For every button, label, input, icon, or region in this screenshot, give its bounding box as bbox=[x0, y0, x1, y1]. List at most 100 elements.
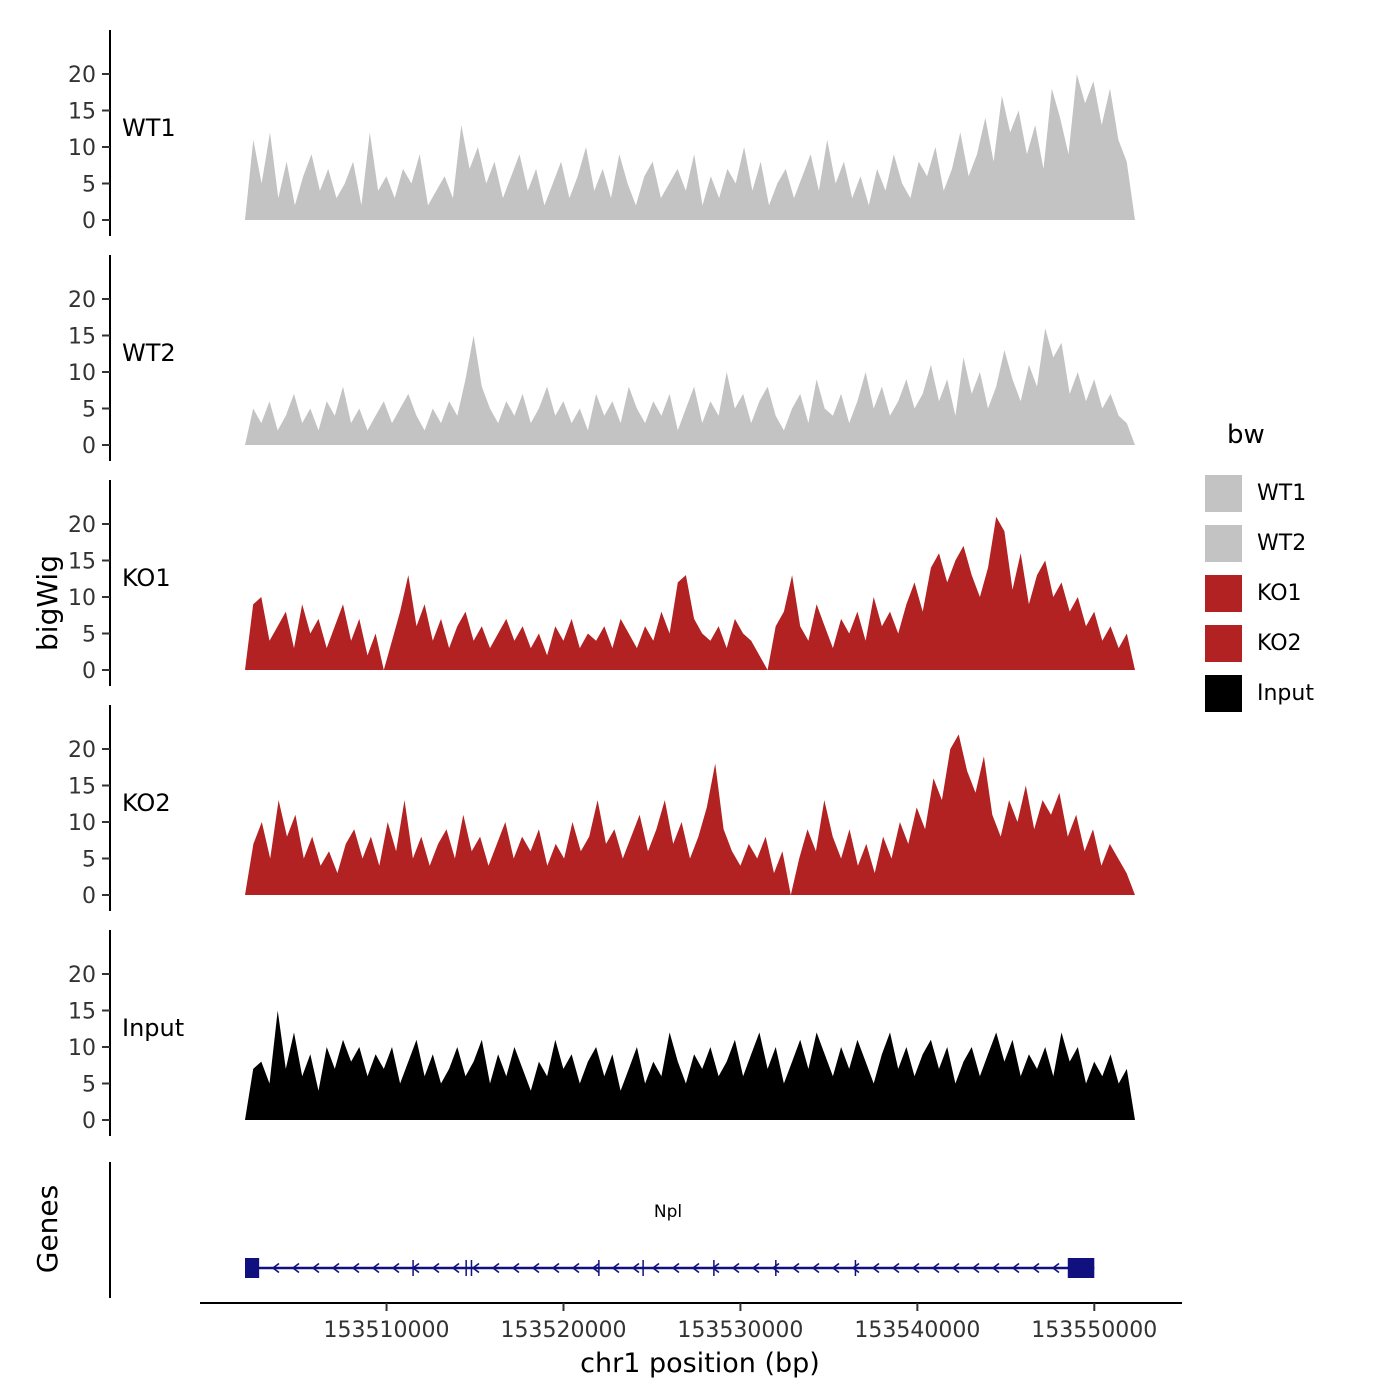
gene-utr-block bbox=[245, 1258, 260, 1278]
legend-swatch bbox=[1205, 474, 1242, 512]
gene-strand-arrow-left bbox=[891, 1262, 900, 1274]
gene-strand-arrow-left bbox=[991, 1262, 1000, 1274]
track-panel-ko1: 0 5 10 15 20 bbox=[68, 480, 1135, 686]
gene-strand-arrow-left bbox=[731, 1262, 740, 1274]
gene-strand-arrow-left bbox=[331, 1262, 340, 1274]
y-tick-label: 10 bbox=[68, 586, 96, 611]
y-tick-label: 5 bbox=[82, 623, 96, 648]
gene-strand-arrow-left bbox=[491, 1262, 500, 1274]
gene-strand-arrow-left bbox=[611, 1262, 620, 1274]
y-tick-label: 10 bbox=[68, 1036, 96, 1061]
gene-strand-arrow-left bbox=[431, 1262, 440, 1274]
gene-strand-arrow-left bbox=[751, 1262, 760, 1274]
legend-entries: WT1 WT2 KO1 KO2 Input bbox=[1205, 468, 1314, 718]
gene-strand-arrow-left bbox=[971, 1262, 980, 1274]
y-tick-label: 20 bbox=[68, 63, 96, 88]
x-tick-label: 153520000 bbox=[500, 1318, 626, 1343]
coverage-area-wt1 bbox=[245, 74, 1135, 220]
legend-title: bw bbox=[1227, 420, 1265, 450]
gene-strand-arrow-left bbox=[371, 1262, 380, 1274]
gene-strand-arrow-left bbox=[831, 1262, 840, 1274]
legend-entry-wt1: WT1 bbox=[1205, 468, 1314, 518]
y-tick-label: 15 bbox=[68, 325, 96, 350]
x-axis: 153510000 153520000 153530000 153540000 1535… bbox=[200, 1302, 1182, 1343]
track-panel-input: 0 5 10 15 20 bbox=[68, 930, 1135, 1136]
gene-strand-arrow-left bbox=[711, 1262, 720, 1274]
coverage-area-ko1 bbox=[245, 516, 1135, 670]
gene-strand-arrow-left bbox=[511, 1262, 520, 1274]
legend-label: KO1 bbox=[1257, 580, 1302, 606]
y-tick-label: 15 bbox=[68, 100, 96, 125]
gene-strand-arrow-left bbox=[871, 1262, 880, 1274]
gene-strand-arrow-left bbox=[551, 1262, 560, 1274]
legend-label: WT1 bbox=[1257, 480, 1307, 506]
gene-strand-arrow-left bbox=[411, 1262, 420, 1274]
legend-entry-wt2: WT2 bbox=[1205, 518, 1314, 568]
x-axis-title: chr1 position (bp) bbox=[580, 1348, 820, 1379]
gene-strand-arrow-left bbox=[631, 1262, 640, 1274]
legend-swatch bbox=[1205, 674, 1242, 712]
legend-entry-input: Input bbox=[1205, 668, 1314, 718]
y-tick-label: 0 bbox=[82, 209, 96, 234]
y-tick-label: 20 bbox=[68, 288, 96, 313]
track-panel-ko2: 0 5 10 15 20 bbox=[68, 705, 1135, 911]
track-label-wt2: WT2 bbox=[122, 339, 176, 367]
gene-strand-arrow-left bbox=[351, 1262, 360, 1274]
gene-strand-arrow-left bbox=[311, 1262, 320, 1274]
y-tick-label: 15 bbox=[68, 1000, 96, 1025]
y-tick-label: 0 bbox=[82, 434, 96, 459]
y-tick-label: 5 bbox=[82, 173, 96, 198]
y-tick-label: 20 bbox=[68, 963, 96, 988]
gene-strand-arrow-left bbox=[391, 1262, 400, 1274]
legend-label: WT2 bbox=[1257, 530, 1307, 556]
legend: bw WT1 WT2 KO1 KO2 Input bbox=[1205, 420, 1314, 718]
y-tick-label: 5 bbox=[82, 848, 96, 873]
legend-entry-ko1: KO1 bbox=[1205, 568, 1314, 618]
y-tick-label: 5 bbox=[82, 1073, 96, 1098]
legend-swatch bbox=[1205, 524, 1242, 562]
track-label-ko2: KO2 bbox=[122, 789, 171, 817]
gene-utr-block bbox=[1067, 1258, 1095, 1278]
gene-strand-arrow-left bbox=[811, 1262, 820, 1274]
y-tick-label: 10 bbox=[68, 136, 96, 161]
gene-strand-arrow-left bbox=[271, 1262, 280, 1274]
legend-swatch bbox=[1205, 574, 1242, 612]
gene-strand-arrow-left bbox=[911, 1262, 920, 1274]
gene-strand-arrow-left bbox=[651, 1262, 660, 1274]
gene-strand-arrow-left bbox=[1051, 1262, 1060, 1274]
gene-strand-arrow-left bbox=[1011, 1262, 1020, 1274]
x-tick-label: 153540000 bbox=[854, 1318, 980, 1343]
gene-strand-arrow-left bbox=[951, 1262, 960, 1274]
legend-entry-ko2: KO2 bbox=[1205, 618, 1314, 668]
gene-strand-arrow-left bbox=[851, 1262, 860, 1274]
coverage-area-input bbox=[245, 1010, 1135, 1120]
y-tick-label: 10 bbox=[68, 361, 96, 386]
y-tick-label: 15 bbox=[68, 550, 96, 575]
y-tick-label: 20 bbox=[68, 513, 96, 538]
legend-label: KO2 bbox=[1257, 630, 1302, 656]
legend-label: Input bbox=[1257, 680, 1314, 706]
y-tick-label: 0 bbox=[82, 884, 96, 909]
track-label-ko1: KO1 bbox=[122, 564, 171, 592]
gene-strand-arrow-left bbox=[1031, 1262, 1040, 1274]
y-tick-label: 0 bbox=[82, 659, 96, 684]
gene-strand-arrow-left bbox=[671, 1262, 680, 1274]
gene-strand-arrow-left bbox=[691, 1262, 700, 1274]
y-tick-label: 5 bbox=[82, 398, 96, 423]
x-tick-label: 153550000 bbox=[1031, 1318, 1157, 1343]
gene-strand-arrow-left bbox=[771, 1262, 780, 1274]
track-panel-wt2: 0 5 10 15 20 bbox=[68, 255, 1135, 461]
gene-strand-arrow-left bbox=[451, 1262, 460, 1274]
gene-strand-arrow-left bbox=[931, 1262, 940, 1274]
coverage-area-wt2 bbox=[245, 328, 1135, 445]
y-tick-label: 10 bbox=[68, 811, 96, 836]
y-tick-label: 0 bbox=[82, 1109, 96, 1134]
y-tick-label: 15 bbox=[68, 775, 96, 800]
gene-strand-arrow-left bbox=[471, 1262, 480, 1274]
y-tick-label: 20 bbox=[68, 738, 96, 763]
legend-swatch bbox=[1205, 624, 1242, 662]
gene-name-label: Npl bbox=[653, 1202, 683, 1222]
track-label-wt1: WT1 bbox=[122, 114, 176, 142]
gene-strand-arrow-left bbox=[531, 1262, 540, 1274]
